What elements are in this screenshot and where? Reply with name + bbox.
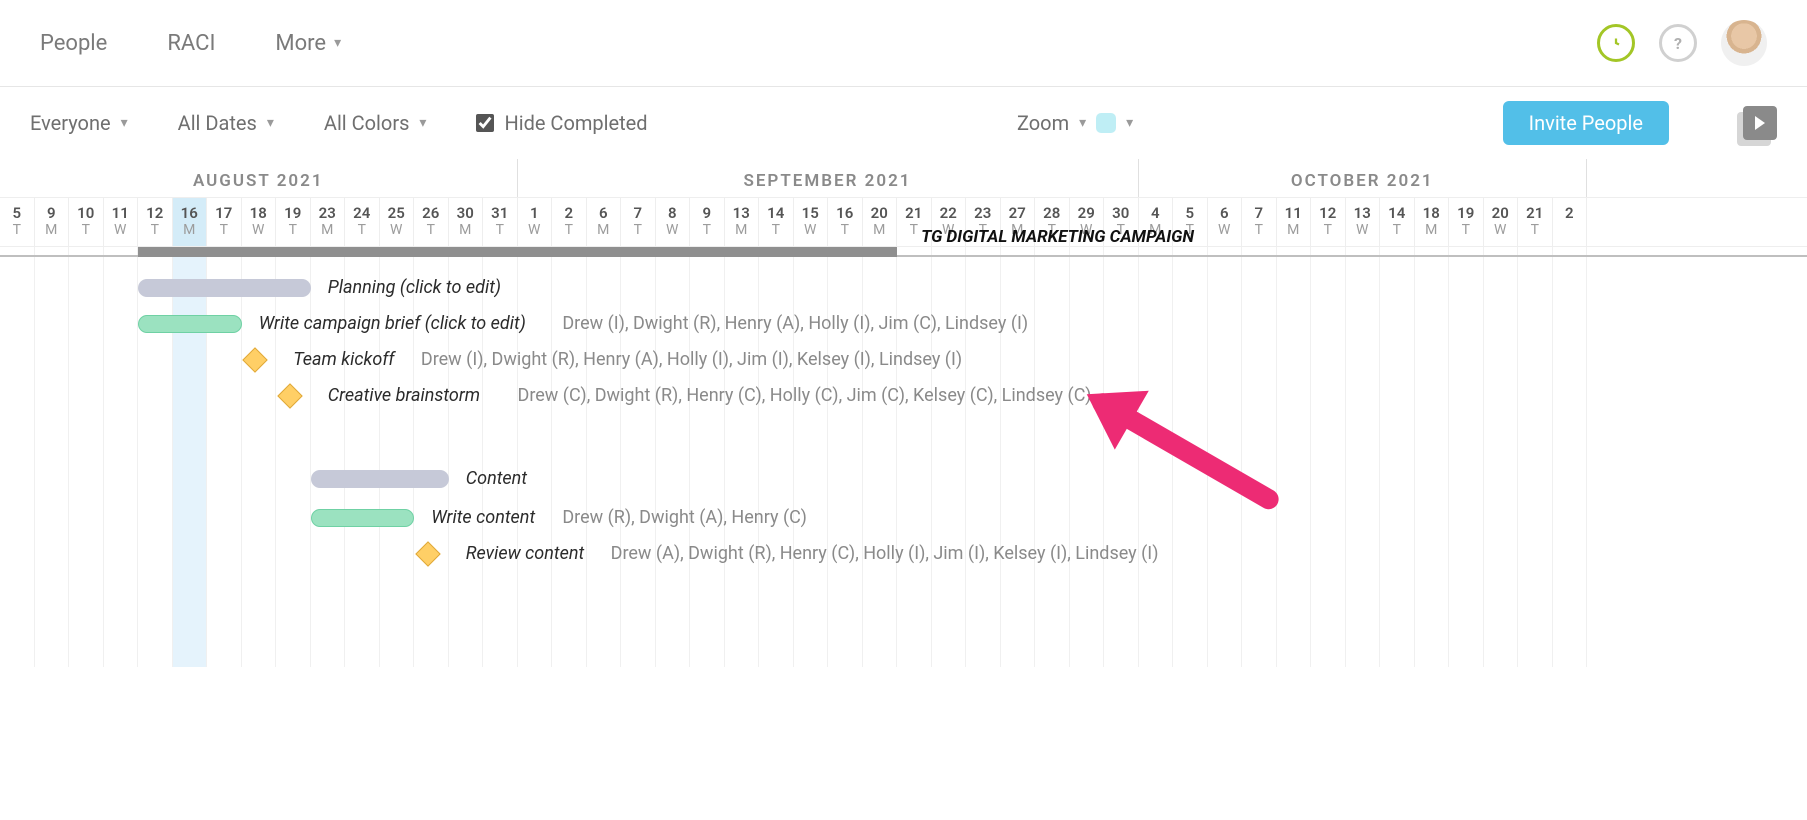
- day-column[interactable]: 6M: [587, 198, 622, 246]
- day-column[interactable]: 24T: [345, 198, 380, 246]
- day-column[interactable]: 5T: [0, 198, 35, 246]
- nav-more-label: More: [275, 31, 326, 56]
- task-label[interactable]: Write content: [431, 507, 535, 528]
- grid-columns: [0, 247, 1807, 667]
- day-column[interactable]: 31T: [483, 198, 518, 246]
- task-label[interactable]: Creative brainstorm: [328, 385, 480, 406]
- task-bar[interactable]: [311, 509, 415, 527]
- day-column[interactable]: 13W: [1346, 198, 1381, 246]
- month-header: AUGUST 2021: [0, 159, 518, 197]
- day-column[interactable]: 20W: [1484, 198, 1519, 246]
- day-column[interactable]: 2T: [552, 198, 587, 246]
- zoom-color-swatch: [1096, 113, 1116, 133]
- filter-all-colors[interactable]: All Colors ▾: [324, 111, 427, 135]
- day-column[interactable]: 12T: [1311, 198, 1346, 246]
- chevron-down-icon: ▾: [121, 115, 128, 131]
- day-column[interactable]: 9M: [35, 198, 70, 246]
- month-headers: AUGUST 2021SEPTEMBER 2021OCTOBER 2021: [0, 159, 1807, 197]
- gantt-track[interactable]: TG DIGITAL MARKETING CAMPAIGNPlanning (c…: [0, 247, 1807, 667]
- day-headers: 5T9M10T11W12T16M17T18W19T23M24T25W26T30M…: [0, 197, 1807, 247]
- day-column[interactable]: 21T: [1518, 198, 1553, 246]
- task-label[interactable]: Planning (click to edit): [328, 277, 501, 298]
- day-column[interactable]: 16M: [173, 198, 208, 246]
- day-column[interactable]: 19T: [1449, 198, 1484, 246]
- day-column[interactable]: 14T: [759, 198, 794, 246]
- task-assignees: Drew (I), Dwight (R), Henry (A), Holly (…: [421, 349, 962, 370]
- day-column[interactable]: 8W: [656, 198, 691, 246]
- filter-everyone[interactable]: Everyone ▾: [30, 111, 128, 135]
- avatar[interactable]: [1721, 20, 1767, 66]
- task-assignees: Drew (C), Dwight (R), Henry (C), Holly (…: [518, 385, 1092, 406]
- month-header: SEPTEMBER 2021: [518, 159, 1139, 197]
- task-label[interactable]: Team kickoff: [293, 349, 394, 370]
- task-label[interactable]: Content: [466, 468, 527, 489]
- gantt-timeline: AUGUST 2021SEPTEMBER 2021OCTOBER 2021 5T…: [0, 159, 1807, 809]
- day-column[interactable]: 9T: [690, 198, 725, 246]
- day-column[interactable]: 2: [1553, 198, 1588, 246]
- day-column[interactable]: 7T: [1242, 198, 1277, 246]
- day-column[interactable]: 20M: [863, 198, 898, 246]
- day-column[interactable]: 15W: [794, 198, 829, 246]
- filter-hide-completed[interactable]: Hide Completed: [476, 111, 647, 135]
- filter-hide-completed-label: Hide Completed: [504, 111, 647, 135]
- month-header: OCTOBER 2021: [1139, 159, 1588, 197]
- chevron-down-icon: ▾: [419, 115, 426, 131]
- day-column[interactable]: 12T: [138, 198, 173, 246]
- top-nav: People RACI More ▾ ?: [0, 0, 1807, 87]
- day-column[interactable]: 14T: [1380, 198, 1415, 246]
- chevron-down-icon: ▾: [334, 35, 341, 51]
- task-assignees: Drew (A), Dwight (R), Henry (C), Holly (…: [611, 543, 1159, 564]
- project-title[interactable]: TG DIGITAL MARKETING CAMPAIGN: [921, 227, 1194, 247]
- day-column[interactable]: 11M: [1277, 198, 1312, 246]
- day-column[interactable]: 26T: [414, 198, 449, 246]
- clock-icon[interactable]: [1597, 24, 1635, 62]
- task-label[interactable]: Write campaign brief (click to edit): [259, 313, 526, 334]
- day-column[interactable]: 19T: [276, 198, 311, 246]
- task-bar[interactable]: [138, 279, 311, 297]
- day-column[interactable]: 17T: [207, 198, 242, 246]
- day-column[interactable]: 18W: [242, 198, 277, 246]
- day-column[interactable]: 6W: [1208, 198, 1243, 246]
- filter-zoom[interactable]: Zoom ▾ ▾: [1017, 111, 1133, 135]
- filter-all-dates[interactable]: All Dates ▾: [178, 111, 274, 135]
- day-column[interactable]: 1W: [518, 198, 553, 246]
- task-bar[interactable]: [311, 470, 449, 488]
- filter-zoom-label: Zoom: [1017, 111, 1069, 135]
- day-column[interactable]: 7T: [621, 198, 656, 246]
- day-column[interactable]: 16T: [828, 198, 863, 246]
- day-column[interactable]: 10T: [69, 198, 104, 246]
- day-column[interactable]: 18M: [1415, 198, 1450, 246]
- nav-raci[interactable]: RACI: [167, 31, 215, 56]
- filter-everyone-label: Everyone: [30, 111, 111, 135]
- milestone-diamond[interactable]: [415, 542, 440, 567]
- task-assignees: Drew (I), Dwight (R), Henry (A), Holly (…: [562, 313, 1028, 334]
- chevron-down-icon: ▾: [1126, 115, 1133, 131]
- chevron-down-icon: ▾: [1079, 115, 1086, 131]
- project-bar[interactable]: [138, 247, 897, 257]
- day-column[interactable]: 23M: [311, 198, 346, 246]
- nav-more[interactable]: More ▾: [275, 31, 341, 56]
- presentation-mode-icon[interactable]: [1743, 106, 1777, 140]
- annotation-arrow: [0, 247, 1807, 667]
- chevron-down-icon: ▾: [267, 115, 274, 131]
- filter-bar: Everyone ▾ All Dates ▾ All Colors ▾ Hide…: [0, 87, 1807, 159]
- day-column[interactable]: 13M: [725, 198, 760, 246]
- hide-completed-checkbox[interactable]: [476, 114, 494, 132]
- milestone-diamond[interactable]: [243, 347, 268, 372]
- invite-people-button[interactable]: Invite People: [1503, 101, 1669, 145]
- filter-all-dates-label: All Dates: [178, 111, 257, 135]
- nav-items: People RACI More ▾: [40, 31, 341, 56]
- day-column[interactable]: 25W: [380, 198, 415, 246]
- milestone-diamond[interactable]: [277, 383, 302, 408]
- nav-people[interactable]: People: [40, 31, 107, 56]
- help-icon[interactable]: ?: [1659, 24, 1697, 62]
- task-assignees: Drew (R), Dwight (A), Henry (C): [562, 507, 807, 528]
- task-label[interactable]: Review content: [466, 543, 584, 564]
- task-bar[interactable]: [138, 315, 242, 333]
- day-column[interactable]: 30M: [449, 198, 484, 246]
- day-column[interactable]: 11W: [104, 198, 139, 246]
- filter-all-colors-label: All Colors: [324, 111, 410, 135]
